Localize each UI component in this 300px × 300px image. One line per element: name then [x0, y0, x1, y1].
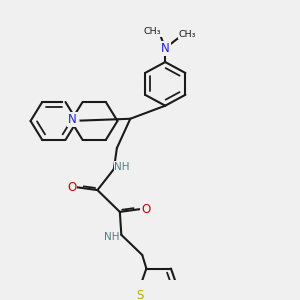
Text: CH₃: CH₃: [144, 27, 161, 36]
Text: CH₃: CH₃: [178, 30, 196, 39]
Text: N: N: [161, 42, 170, 55]
Text: O: O: [67, 181, 76, 194]
Text: NH: NH: [104, 232, 119, 242]
Text: N: N: [68, 113, 77, 126]
Text: O: O: [141, 202, 150, 216]
Text: NH: NH: [115, 162, 130, 172]
Text: S: S: [136, 289, 144, 300]
